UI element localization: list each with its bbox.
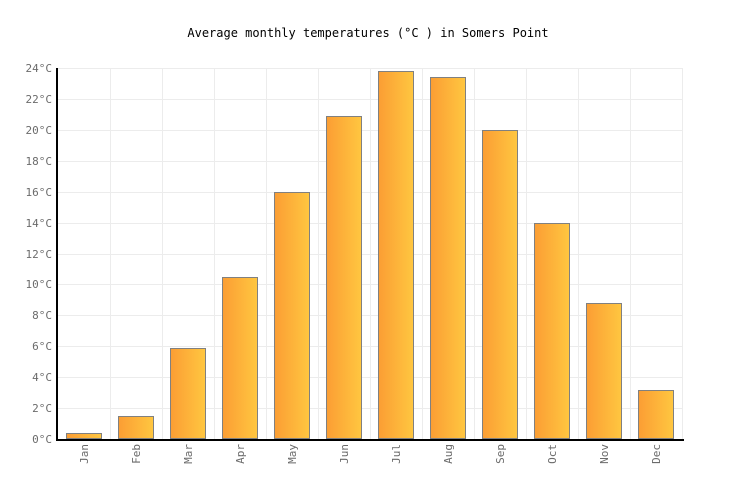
y-axis-tick-label: 20°C [25, 123, 53, 137]
y-axis-tick-label: 4°C [32, 371, 52, 385]
y-axis-tick-label: 18°C [25, 154, 53, 168]
x-axis-tick-text: May [285, 444, 299, 464]
bar [638, 390, 674, 439]
x-axis-tick-text: Feb [129, 444, 143, 464]
v-gridline [578, 68, 579, 439]
y-axis-tick-label: 22°C [25, 92, 53, 106]
v-gridline [214, 68, 215, 439]
y-axis-tick-label: 14°C [25, 216, 53, 230]
v-gridline [474, 68, 475, 439]
x-axis-tick-label: Jan [58, 444, 110, 486]
x-axis-tick-label: Dec [630, 444, 682, 486]
x-axis-tick-text: Apr [233, 444, 247, 464]
v-gridline [630, 68, 631, 439]
x-axis-tick-text: Aug [441, 444, 455, 464]
y-axis-tick-label: 10°C [25, 278, 53, 292]
bar [118, 416, 154, 439]
x-axis-line [56, 439, 684, 441]
y-axis-tick-label: 2°C [32, 402, 52, 416]
x-axis-tick-label: Feb [110, 444, 162, 486]
y-axis-tick-label: 12°C [25, 247, 53, 261]
bar [326, 116, 362, 439]
bar [274, 192, 310, 439]
x-axis-tick-label: Aug [422, 444, 474, 486]
v-gridline [318, 68, 319, 439]
bar [482, 130, 518, 439]
x-axis-tick-label: Apr [214, 444, 266, 486]
bar [430, 77, 466, 439]
x-axis-tick-label: Oct [526, 444, 578, 486]
bar [586, 303, 622, 439]
bar [222, 277, 258, 439]
y-axis-tick-label: 8°C [32, 309, 52, 323]
x-axis-tick-label: Mar [162, 444, 214, 486]
x-axis-tick-text: Jul [389, 444, 403, 464]
x-axis-tick-label: Nov [578, 444, 630, 486]
x-axis-tick-label: Jul [370, 444, 422, 486]
v-gridline [422, 68, 423, 439]
x-axis-tick-label: Jun [318, 444, 370, 486]
bar [534, 223, 570, 439]
v-gridline [526, 68, 527, 439]
bar [378, 71, 414, 439]
bar [170, 348, 206, 439]
y-axis-line [56, 68, 58, 441]
y-axis-tick-label: 24°C [25, 62, 53, 75]
v-gridline [266, 68, 267, 439]
x-axis-tick-text: Mar [181, 444, 195, 464]
y-axis-tick-label: 0°C [32, 433, 52, 446]
x-axis-tick-text: Dec [649, 444, 663, 464]
y-axis-tick-label: 6°C [32, 340, 52, 354]
x-axis-tick-label: Sep [474, 444, 526, 486]
x-axis-tick-text: Jun [337, 444, 351, 464]
x-axis-tick-label: May [266, 444, 318, 486]
v-gridline [370, 68, 371, 439]
v-gridline [162, 68, 163, 439]
x-axis-tick-text: Nov [597, 444, 611, 464]
x-axis-tick-text: Oct [545, 444, 559, 464]
v-gridline [110, 68, 111, 439]
v-gridline [682, 68, 683, 439]
bar [66, 433, 102, 439]
x-axis-tick-text: Sep [493, 444, 507, 464]
y-axis-tick-label: 16°C [25, 185, 53, 199]
x-axis-tick-text: Jan [77, 444, 91, 464]
chart-title: Average monthly temperatures (°C ) in So… [187, 26, 549, 40]
